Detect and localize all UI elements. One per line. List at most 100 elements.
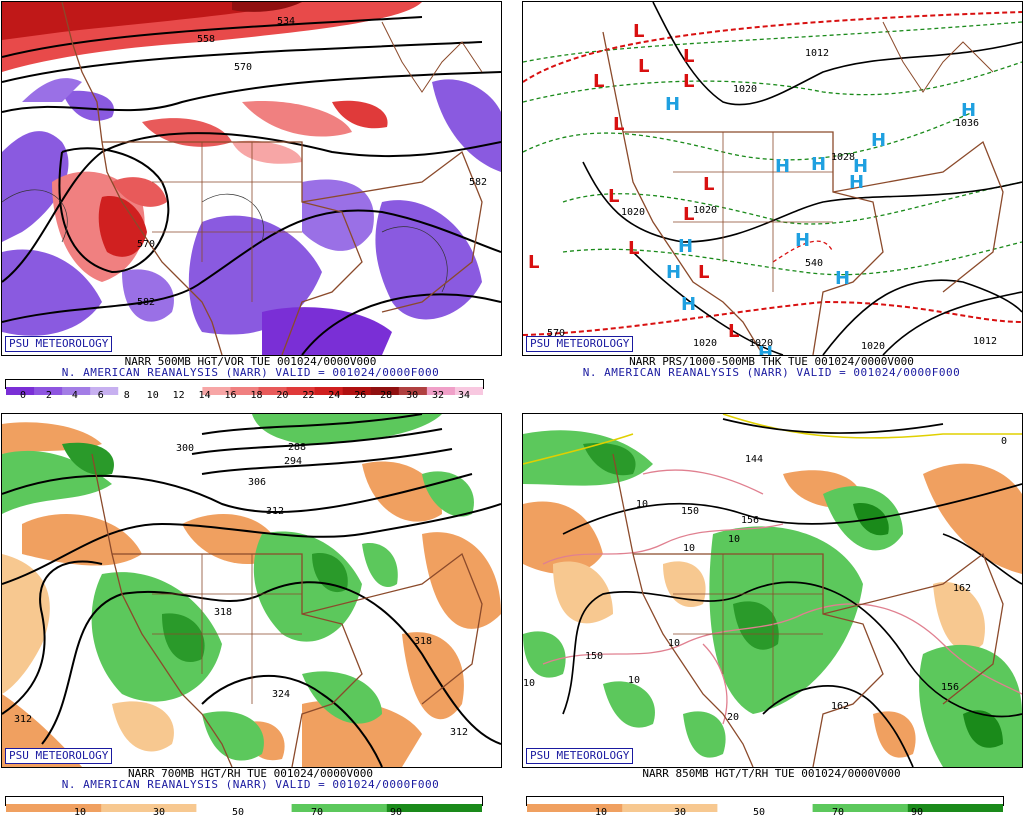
contour-label: 1020 (861, 341, 885, 352)
colorbar-label: 10 (594, 807, 608, 818)
high-pressure-icon: H (961, 100, 976, 121)
colorbar-swatch (291, 804, 388, 812)
colorbar-swatches (527, 804, 1004, 812)
low-pressure-icon: L (528, 252, 539, 273)
colorbar-swatch (907, 804, 1004, 812)
map-title: NARR 500MB HGT/VOR TUE 001024/0000V000 (124, 355, 377, 368)
contour-label: 162 (831, 701, 849, 712)
map-title: NARR PRS/1000-500MB THK TUE 001024/0000V… (629, 355, 914, 368)
colorbar-label: 2 (45, 390, 52, 401)
contour-label: 324 (272, 689, 290, 700)
contour-label: 156 (941, 682, 959, 693)
colorbar-label: 34 (457, 390, 471, 401)
credit-badge: PSU METEOROLOGY (5, 748, 113, 764)
colorbar-swatch (717, 804, 814, 812)
map-subtitle: N. AMERICAN REANALYSIS (NARR) VALID = 00… (582, 366, 961, 379)
rh850-map-graphic: 150 156 150 162 156 162 144 10 10 10 10 … (523, 414, 1022, 767)
colorbar-swatch (527, 804, 623, 812)
contour-label: 150 (681, 506, 699, 517)
contour-label: 1012 (805, 48, 829, 59)
high-pressure-icon: H (665, 94, 680, 115)
panel-850mb-rh: 150 156 150 162 156 162 144 10 10 10 10 … (521, 412, 1023, 818)
contour-label: 312 (266, 506, 284, 517)
colorbar-swatch (314, 387, 344, 395)
colorbar-label: 50 (752, 807, 766, 818)
high-pressure-icon: H (849, 172, 864, 193)
contour-label: 312 (450, 727, 468, 738)
pressure-map: L L L L L L L L L L L L L H H H H H H H … (522, 1, 1023, 356)
contour-label: 1036 (955, 118, 979, 129)
colorbar-label: 14 (198, 390, 211, 401)
low-pressure-icon: L (728, 321, 739, 342)
colorbar-swatch (258, 387, 288, 395)
contour-label: 1020 (621, 207, 645, 218)
contour-label: 540 (805, 258, 823, 269)
colorbar-swatch (146, 387, 175, 395)
low-pressure-icon: L (683, 71, 694, 92)
colorbar-label: 30 (152, 807, 166, 818)
contour-label: 162 (953, 583, 971, 594)
pressure-map-graphic: L L L L L L L L L L L L L H H H H H H H … (523, 2, 1022, 355)
colorbar-swatches (6, 804, 483, 812)
map-subtitle: N. AMERICAN REANALYSIS (NARR) VALID = 00… (61, 778, 440, 791)
temp-label: 10 (668, 638, 680, 649)
colorbar-label: 30 (673, 807, 687, 818)
colorbar-swatch (342, 387, 372, 395)
contour-label: 294 (284, 456, 302, 467)
low-pressure-icon: L (683, 204, 694, 225)
colorbar-label: 6 (97, 390, 104, 401)
colorbar-swatch (34, 387, 63, 395)
map-title: NARR 850MB HGT/T/RH TUE 001024/0000V000 (642, 767, 901, 780)
colorbar-label: 32 (432, 390, 445, 401)
low-pressure-icon: L (593, 71, 604, 92)
contour-label: 300 (176, 443, 194, 454)
low-pressure-icon: L (638, 56, 649, 77)
contour-label: 306 (248, 477, 266, 488)
contour-label: 150 (585, 651, 603, 662)
colorbar-swatch (62, 387, 91, 395)
map-subtitle: N. AMERICAN REANALYSIS (NARR) VALID = 00… (61, 366, 440, 379)
low-pressure-icon: L (698, 262, 709, 283)
colorbar-swatch (230, 387, 260, 395)
credit-badge: PSU METEOROLOGY (526, 336, 634, 352)
panel-500mb-vorticity: 558 570 582 570 582 534 PSU METEOROLOGY … (0, 0, 502, 406)
colorbar-label: 22 (302, 390, 315, 401)
contour-label: 288 (288, 442, 306, 453)
high-pressure-icon: H (681, 294, 696, 315)
colorbar-label: 20 (276, 390, 289, 401)
high-pressure-icon: H (871, 130, 886, 151)
colorbar-swatch (454, 387, 484, 395)
contour-label: 144 (745, 454, 763, 465)
colorbar-swatch (90, 387, 119, 395)
temp-label: 10 (636, 499, 648, 510)
colorbar-label: 70 (831, 807, 845, 818)
colorbar-swatch (622, 804, 718, 812)
panel-700mb-rh: 300 288 294 306 312 318 318 324 312 312 … (0, 412, 502, 818)
high-pressure-icon: H (835, 268, 850, 289)
low-pressure-icon: L (683, 46, 694, 67)
colorbar-swatch (286, 387, 316, 395)
colorbar-label: 50 (231, 807, 245, 818)
low-pressure-icon: L (613, 114, 624, 135)
colorbar-label: 24 (328, 390, 341, 401)
rh850-map: 150 156 150 162 156 162 144 10 10 10 10 … (522, 413, 1023, 768)
colorbar-swatches (6, 387, 484, 395)
temp-label: 10 (728, 534, 740, 545)
temp-label: 0 (1001, 436, 1007, 447)
low-pressure-icon: L (633, 21, 644, 42)
colorbar-label: 4 (71, 390, 78, 401)
colorbar-label: 26 (354, 390, 367, 401)
colorbar-label: 10 (146, 390, 159, 401)
colorbar-swatch (6, 804, 102, 812)
contour-label: 156 (741, 515, 759, 526)
colorbar-label: 10 (73, 807, 87, 818)
colorbar-label: 30 (406, 390, 419, 401)
colorbar-label: 16 (224, 390, 237, 401)
temp-label: 20 (727, 712, 739, 723)
temp-label: 10 (628, 675, 640, 686)
colorbar-label: 12 (172, 390, 185, 401)
contour-label: 1020 (733, 84, 757, 95)
high-pressure-icon: H (795, 230, 810, 251)
colorbar-swatch (812, 804, 909, 812)
vorticity-colorbar (5, 379, 484, 395)
